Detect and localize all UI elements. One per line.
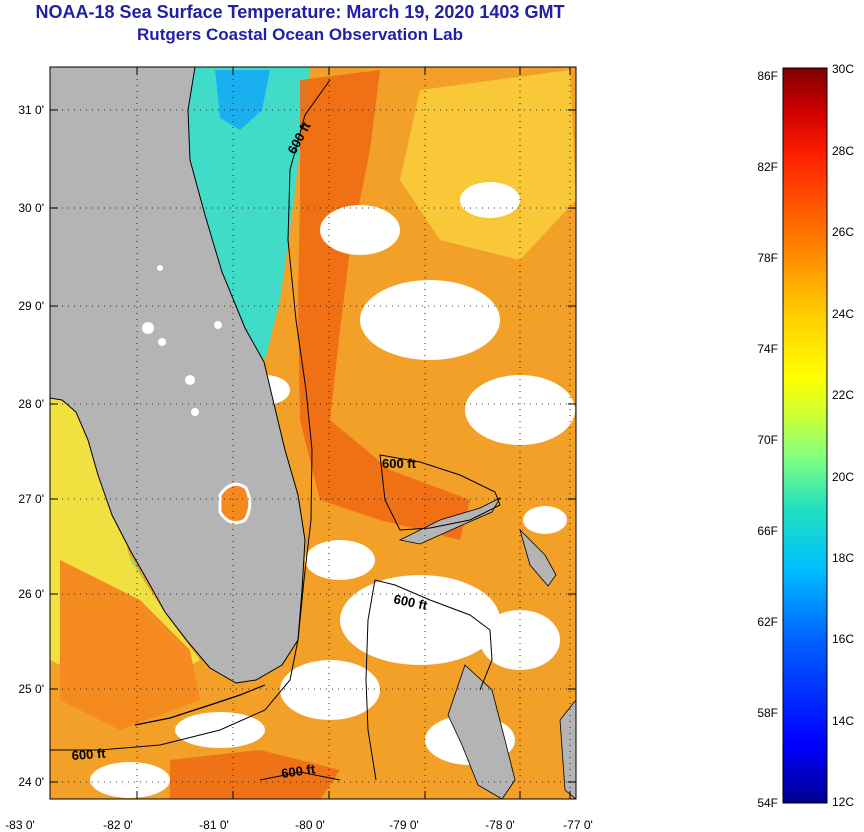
colorbar-c-label: 26C xyxy=(832,225,854,239)
colorbar-c-label: 28C xyxy=(832,144,854,158)
colorbar-f-label: 54F xyxy=(757,796,778,810)
cool-water-patch-north xyxy=(170,67,310,360)
florida-land xyxy=(50,67,306,684)
colorbar-c-label: 20C xyxy=(832,470,854,484)
cold-water-core xyxy=(215,70,270,130)
lat-tick-label: 27 0' xyxy=(18,492,44,506)
axis-ticks xyxy=(49,67,576,799)
andros-island xyxy=(447,664,516,799)
abaco-islands xyxy=(519,528,557,587)
florida-keys xyxy=(134,684,266,726)
colorbar: 86F 82F 78F 74F 70F 66F 62F 58F 54F 30C … xyxy=(757,62,854,810)
lon-tick-label: -82 0' xyxy=(103,818,133,832)
colorbar-c-label: 18C xyxy=(832,551,854,565)
colorbar-c-label: 16C xyxy=(832,632,854,646)
lake-okeechobee xyxy=(218,482,252,525)
lat-tick-label: 24 0' xyxy=(18,775,44,789)
colorbar-c-label: 24C xyxy=(832,307,854,321)
cloud-cover xyxy=(90,182,575,798)
colorbar-c-label: 14C xyxy=(832,714,854,728)
isobath-label: 600 ft xyxy=(280,761,316,781)
inland-lakes xyxy=(142,265,222,416)
gulf-stream-warm-band xyxy=(298,70,470,540)
colorbar-f-label: 62F xyxy=(757,615,778,629)
lat-tick-label: 25 0' xyxy=(18,682,44,696)
warm-patch-south xyxy=(170,750,340,799)
warm-patch-gulf xyxy=(60,560,200,730)
colorbar-f-label: 70F xyxy=(757,433,778,447)
colorbar-f-label: 78F xyxy=(757,251,778,265)
grand-bahama xyxy=(398,497,502,545)
map-subtitle: Rutgers Coastal Ocean Observation Lab xyxy=(137,25,463,44)
lat-tick-label: 31 0' xyxy=(18,103,44,117)
colorbar-c-label: 12C xyxy=(832,795,854,809)
colorbar-f-label: 58F xyxy=(757,706,778,720)
lon-tick-label: -79 0' xyxy=(389,818,419,832)
eleuthera-edge xyxy=(559,699,576,799)
isobath-label: 600 ft xyxy=(382,456,417,471)
sst-map xyxy=(50,67,576,799)
graticule xyxy=(50,67,576,799)
colorbar-c-label: 30C xyxy=(832,62,854,76)
colorbar-f-label: 82F xyxy=(757,160,778,174)
lon-tick-label: -83 0' xyxy=(5,818,35,832)
map-axes: 31 0' 30 0' 29 0' 28 0' 27 0' 26 0' 25 0… xyxy=(5,103,593,832)
lat-tick-label: 30 0' xyxy=(18,201,44,215)
colorbar-f-label: 66F xyxy=(757,524,778,538)
isobath-label: 600 ft xyxy=(392,591,429,613)
map-frame xyxy=(49,66,577,800)
colorbar-c-label: 22C xyxy=(832,388,854,402)
yellow-patch-northeast xyxy=(400,70,576,260)
lon-tick-label: -81 0' xyxy=(199,818,229,832)
colorbar-f-label: 86F xyxy=(757,69,778,83)
lon-tick-label: -78 0' xyxy=(485,818,515,832)
colorbar-gradient xyxy=(782,67,828,804)
lat-tick-label: 29 0' xyxy=(18,299,44,313)
lat-tick-label: 28 0' xyxy=(18,397,44,411)
colorbar-f-label: 74F xyxy=(757,342,778,356)
lat-tick-label: 26 0' xyxy=(18,587,44,601)
map-title: NOAA-18 Sea Surface Temperature: March 1… xyxy=(35,2,565,22)
isobath-label: 600 ft xyxy=(71,746,107,763)
lon-tick-label: -77 0' xyxy=(563,818,593,832)
isobath-600ft xyxy=(50,79,501,781)
lon-tick-label: -80 0' xyxy=(295,818,325,832)
